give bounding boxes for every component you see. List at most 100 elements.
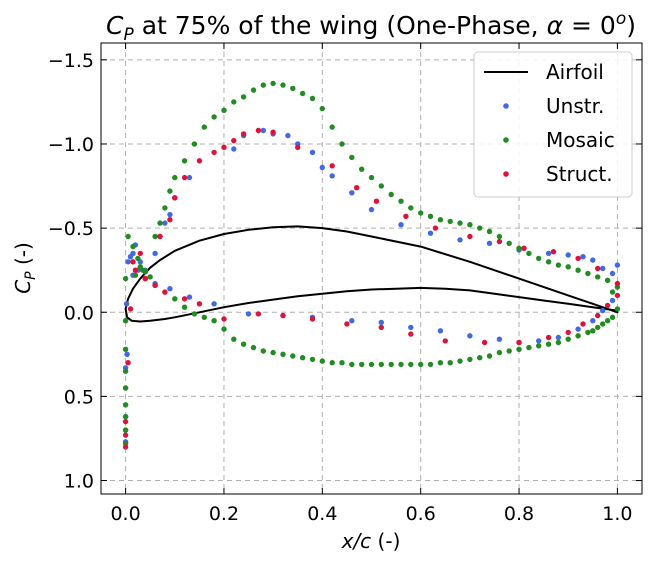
struct-point — [403, 213, 409, 219]
y-tick-label: −1.5 — [48, 50, 94, 72]
mosaic-point — [506, 348, 512, 354]
mosaic-point — [496, 233, 503, 240]
mosaic-point — [191, 141, 198, 147]
mosaic-point — [290, 353, 296, 359]
mosaic-point — [585, 329, 591, 336]
mosaic-point — [368, 174, 375, 181]
unstr-point — [600, 307, 606, 314]
airfoil-outline — [124, 225, 619, 323]
struct-point — [580, 321, 586, 327]
unstr-point — [349, 190, 355, 196]
mosaic-point — [299, 355, 306, 361]
struct-point — [231, 137, 237, 144]
mosaic-point — [600, 321, 606, 327]
mosaic-point — [125, 233, 131, 240]
mosaic-point — [130, 243, 136, 250]
y-axis-title: CP (-) — [11, 242, 39, 294]
mosaic-point — [122, 368, 129, 374]
mosaic-point — [181, 304, 188, 310]
struct-point — [221, 316, 227, 322]
struct-point — [127, 306, 134, 312]
mosaic-point — [260, 82, 266, 88]
legend-mosaic-marker — [503, 137, 509, 143]
mosaic-point — [181, 158, 188, 164]
unstr-point — [427, 230, 434, 236]
mosaic-point — [575, 333, 581, 339]
mosaic-point — [609, 314, 616, 320]
struct-point — [614, 292, 621, 299]
airfoil-curve — [124, 225, 619, 323]
mosaic-point — [427, 361, 434, 368]
struct-point — [354, 185, 360, 191]
x-tick-label: 1.0 — [602, 503, 632, 525]
chart-title: CP at 75% of the wing (One-Phase, α = 0o… — [106, 9, 636, 45]
mosaic-point — [319, 105, 325, 112]
mosaic-point — [595, 324, 601, 331]
data-points — [122, 80, 621, 450]
mosaic-point — [398, 198, 404, 204]
mosaic-point — [167, 188, 173, 194]
unstr-point — [486, 240, 493, 246]
axis-ticks: 0.0 0.2 0.4 0.6 0.8 1.0 −1.5 −1.0 −0.5 0.0 0.5 1.0 — [48, 43, 642, 525]
mosaic-point — [614, 306, 621, 312]
struct-point — [521, 245, 527, 251]
struct-point — [196, 301, 203, 307]
struct-point — [565, 329, 571, 336]
mosaic-point — [457, 220, 463, 226]
mosaic-point — [329, 360, 335, 366]
mosaic-point — [526, 250, 532, 257]
unstr-point — [555, 334, 562, 341]
struct-point — [196, 158, 203, 164]
unstr-point — [349, 318, 355, 324]
title-alpha: α — [547, 11, 564, 40]
unstr-point — [565, 252, 571, 258]
unstr-point — [231, 146, 237, 152]
mosaic-point — [221, 107, 227, 114]
mosaic-point — [506, 240, 512, 246]
struct-point — [595, 265, 601, 272]
mosaic-point — [467, 222, 473, 228]
y-tick-label: −1.0 — [48, 134, 94, 156]
mosaic-point — [565, 264, 571, 270]
legend: Airfoil Unstr. Mosaic Struct. — [473, 51, 633, 198]
mosaic-point — [437, 217, 444, 223]
unstr-point — [124, 351, 130, 357]
mosaic-point — [270, 80, 276, 87]
unstr-point — [590, 257, 596, 263]
struct-point — [344, 321, 350, 327]
mosaic-point — [191, 311, 198, 317]
mosaic-point — [122, 275, 129, 282]
mosaic-point — [147, 274, 153, 280]
unstr-point — [575, 326, 581, 332]
mosaic-point — [555, 262, 562, 268]
legend-mosaic-label: Mosaic — [546, 128, 615, 152]
mosaic-point — [231, 336, 237, 342]
unstr-point — [368, 206, 375, 213]
mosaic-point — [388, 361, 394, 368]
mosaic-point — [162, 205, 168, 211]
mosaic-point — [427, 213, 434, 219]
struct-point — [125, 360, 131, 366]
unstr-point — [536, 338, 542, 344]
unstr-point — [580, 254, 586, 260]
legend-unstr-marker — [503, 103, 509, 109]
mosaic-point — [201, 124, 207, 130]
struct-point — [172, 195, 178, 201]
unstr-point — [408, 324, 414, 331]
mosaic-point — [545, 259, 552, 265]
mosaic-point — [447, 218, 453, 225]
title-cp-sub: P — [123, 25, 134, 45]
legend-unstr-label: Unstr. — [546, 94, 604, 118]
struct-point — [137, 250, 143, 257]
mosaic-point — [122, 346, 129, 352]
struct-point — [280, 312, 286, 319]
struct-point — [309, 316, 316, 322]
struct-point — [442, 338, 448, 344]
mosaic-point — [609, 289, 616, 295]
mosaic-point — [585, 270, 591, 277]
struct-point — [255, 127, 262, 134]
mosaic-point — [339, 360, 345, 366]
mosaic-point — [221, 326, 227, 332]
struct-point — [152, 282, 158, 288]
unstr-point — [590, 318, 596, 324]
